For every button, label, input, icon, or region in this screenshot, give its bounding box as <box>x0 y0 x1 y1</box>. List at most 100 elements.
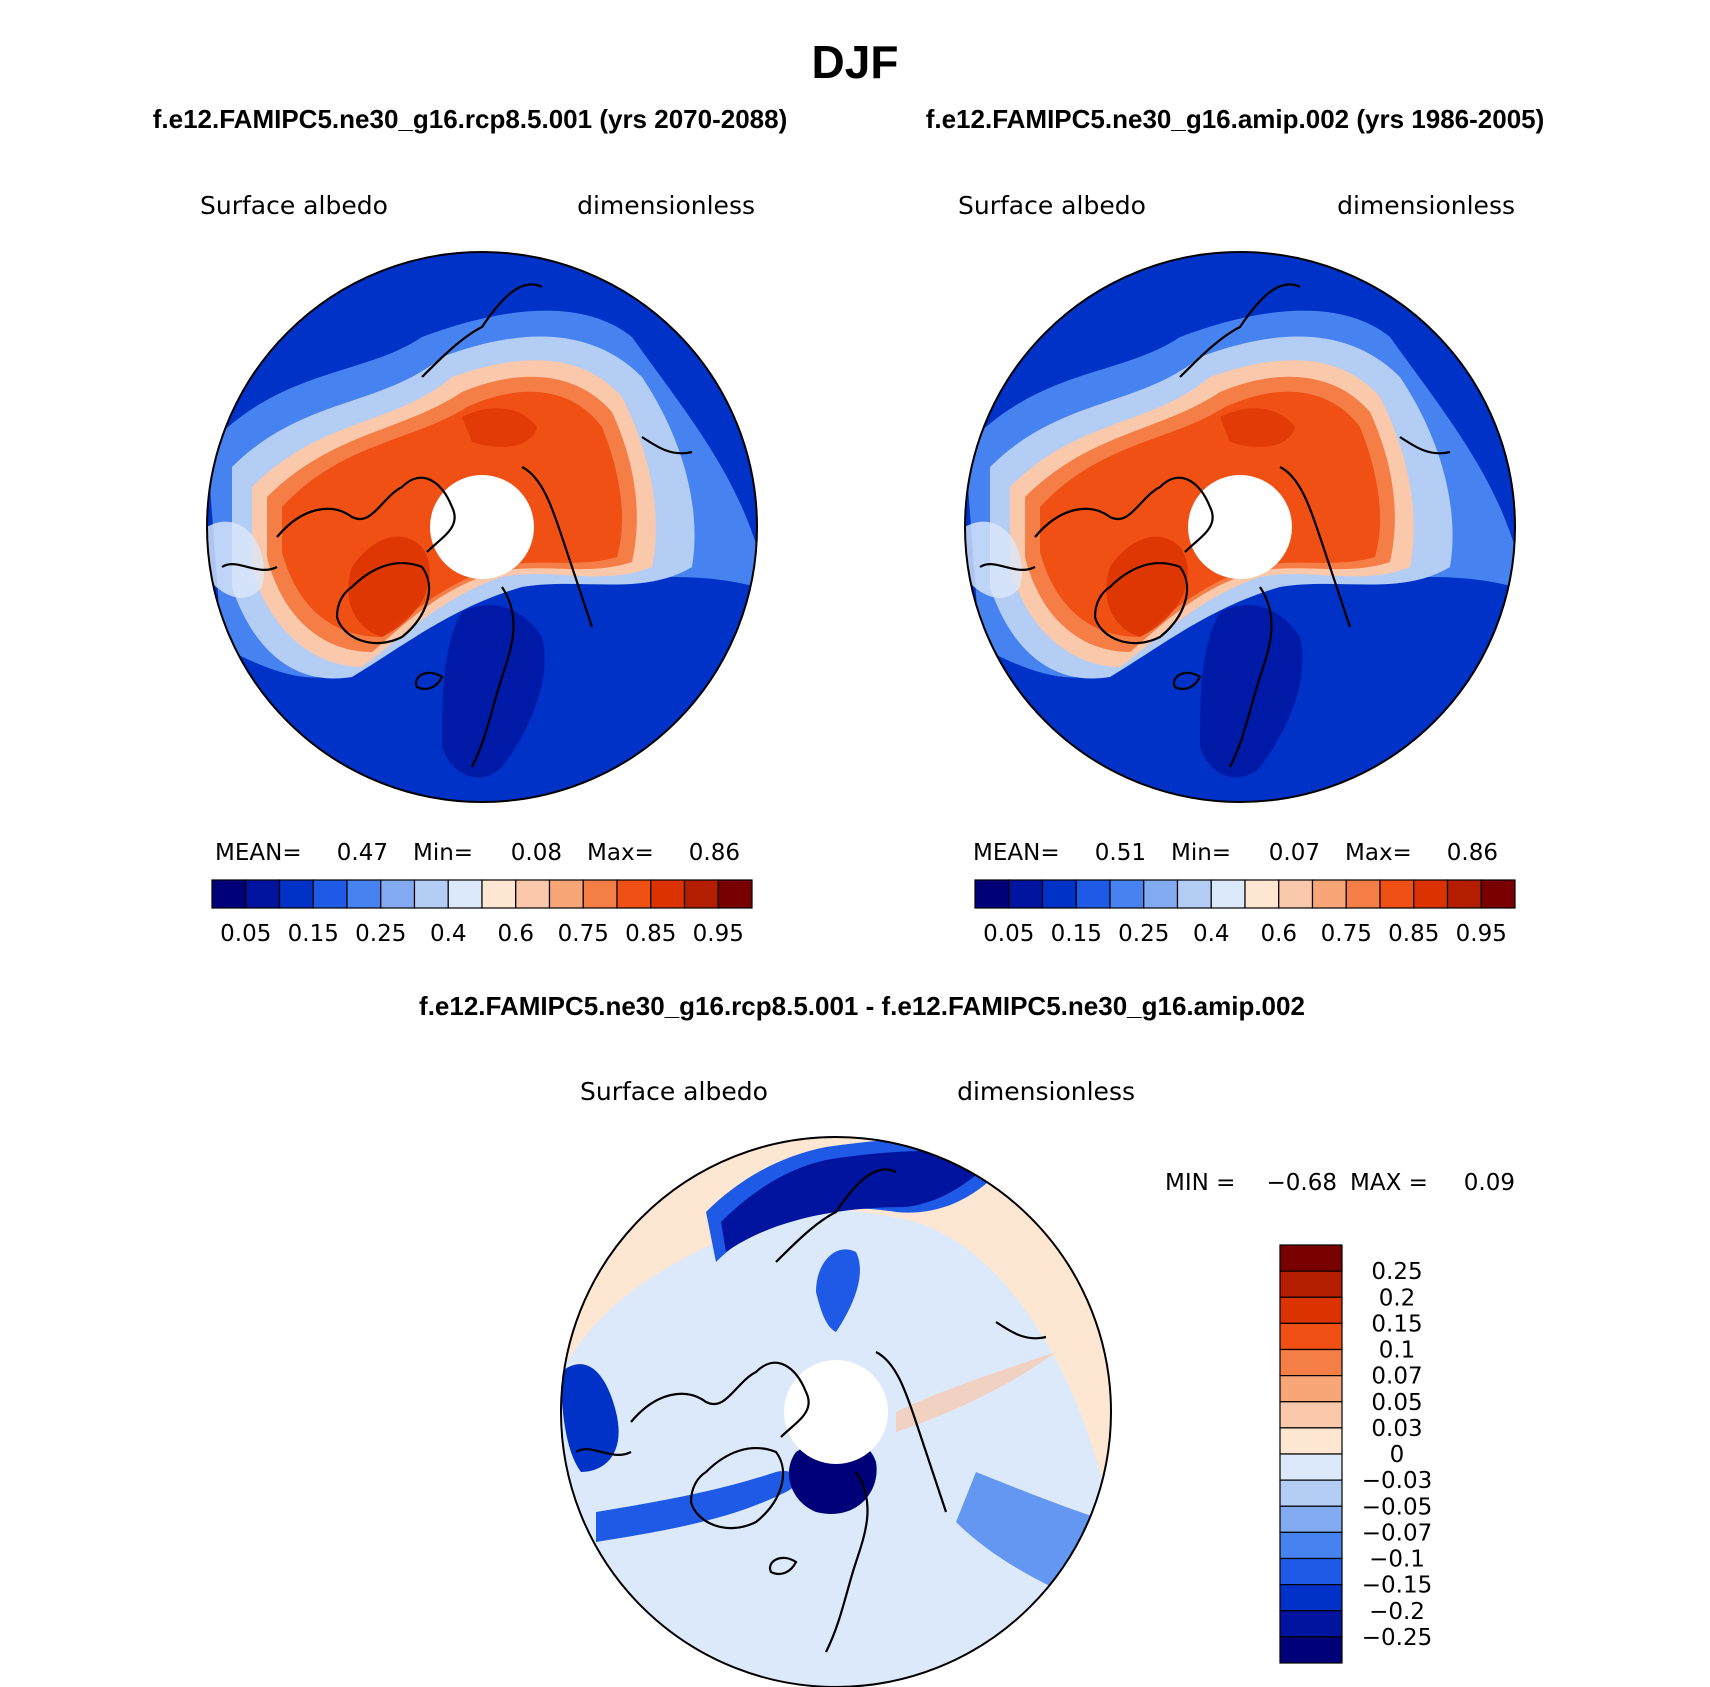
colorbar-box <box>1413 879 1449 909</box>
colorbar-tick-label: 0.25 <box>1118 921 1169 947</box>
colorbar-box <box>1279 1453 1343 1481</box>
colorbar-tick-label: −0.05 <box>1362 1494 1432 1520</box>
polar-map <box>965 252 1515 802</box>
colorbar-box <box>1379 879 1415 909</box>
mean-label: MEAN= <box>973 840 1060 866</box>
colorbar-tick-label: −0.1 <box>1369 1547 1425 1573</box>
colorbar-box <box>1279 1375 1343 1403</box>
colorbar-box <box>1109 879 1145 909</box>
colorbar-box <box>1143 879 1179 909</box>
polar-map <box>207 252 757 802</box>
colorbar-tick-label: 0.6 <box>497 921 534 947</box>
mean-label: MEAN= <box>215 840 302 866</box>
units-label: dimensionless <box>577 191 755 220</box>
main-title: DJF <box>812 36 899 88</box>
colorbar-tick-label: 0.75 <box>558 921 609 947</box>
colorbar-box <box>447 879 483 909</box>
colorbar-tick-label: 0.05 <box>1371 1390 1422 1416</box>
stats-line: MEAN= 0.51 Min= 0.07 Max= 0.86 <box>973 840 1498 866</box>
colorbar-box <box>1279 1348 1343 1377</box>
colorbar-tick-label: 0.03 <box>1371 1416 1422 1442</box>
colorbar-tick-label: 0.2 <box>1379 1285 1416 1311</box>
variable-label: Surface albedo <box>200 191 388 220</box>
colorbar-tick-label: 0.95 <box>693 921 744 947</box>
colorbar-box <box>683 879 719 909</box>
header-difference: f.e12.FAMIPC5.ne30_g16.rcp8.5.001 - f.e1… <box>419 991 1305 1021</box>
mean-value: 0.47 <box>337 840 388 866</box>
colorbar-box <box>616 879 652 909</box>
units-label: dimensionless <box>1337 191 1515 220</box>
panel-difference: Surface albedo dimensionless MIN = −0.68… <box>560 1077 1515 1687</box>
min-label: MIN = <box>1165 1170 1235 1196</box>
max-value: 0.86 <box>689 840 740 866</box>
map-border <box>560 1136 1112 1687</box>
colorbar-box <box>717 879 753 909</box>
panel-top-left: Surface albedo dimensionless MEAN= 0.47 … <box>200 191 758 947</box>
max-label: Max= <box>587 840 654 866</box>
colorbar-tick-label: −0.15 <box>1362 1573 1432 1599</box>
min-value: −0.68 <box>1267 1170 1337 1196</box>
colorbar-tick-label: 0.05 <box>220 921 271 947</box>
colorbar-box <box>346 879 382 909</box>
colorbar-box <box>1345 879 1381 909</box>
colorbar-tick-label: 0.05 <box>983 921 1034 947</box>
header-top-left: f.e12.FAMIPC5.ne30_g16.rcp8.5.001 (yrs 2… <box>153 104 788 134</box>
colorbar-box <box>278 879 314 909</box>
colorbar-tick-label: 0.85 <box>1388 921 1439 947</box>
min-value: 0.08 <box>511 840 562 866</box>
minmax-line: MIN = −0.68 MAX = 0.09 <box>1165 1170 1515 1196</box>
colorbar-box <box>582 879 618 909</box>
min-label: Min= <box>413 840 473 866</box>
polar-map <box>561 1137 1111 1687</box>
max-label: Max= <box>1345 840 1412 866</box>
colorbar-tick-label: −0.03 <box>1362 1468 1432 1494</box>
header-top-right: f.e12.FAMIPC5.ne30_g16.amip.002 (yrs 198… <box>926 104 1545 134</box>
colorbar-tick-label: 0.4 <box>430 921 467 947</box>
variable-label: Surface albedo <box>958 191 1146 220</box>
colorbar-tick-label: 0.1 <box>1379 1338 1416 1364</box>
colorbar-box <box>1279 1636 1343 1664</box>
colorbar-box <box>380 879 416 909</box>
max-value: 0.86 <box>1447 840 1498 866</box>
map-border <box>206 251 758 803</box>
colorbar-tick-label: 0.15 <box>1051 921 1102 947</box>
colorbar-difference: −0.25−0.2−0.15−0.1−0.07−0.05−0.0300.030.… <box>1279 1244 1432 1664</box>
panel-top-right: Surface albedo dimensionless MEAN= 0.51 … <box>958 191 1516 947</box>
min-value: 0.07 <box>1269 840 1320 866</box>
colorbar-tick-label: 0.15 <box>288 921 339 947</box>
colorbar-box <box>312 879 348 909</box>
colorbar-top-right: 0.05 0.15 0.25 0.4 0.6 0.75 0.85 0.95 <box>974 879 1516 947</box>
colorbar-box <box>1075 879 1111 909</box>
colorbar-box <box>1244 879 1280 909</box>
colorbar-box <box>515 879 551 909</box>
colorbar-tick-label: 0.25 <box>1371 1259 1422 1285</box>
colorbar-box <box>1279 1244 1343 1272</box>
colorbar-box <box>1279 1505 1343 1533</box>
colorbar-tick-label: −0.07 <box>1362 1520 1432 1546</box>
colorbar-box <box>1008 879 1044 909</box>
colorbar-box <box>974 879 1010 909</box>
colorbar-box <box>481 879 517 909</box>
map-border <box>964 251 1516 803</box>
colorbar-tick-label: 0.25 <box>355 921 406 947</box>
colorbar-box <box>1041 879 1077 909</box>
colorbar-box <box>1279 1296 1343 1324</box>
colorbar-box <box>1279 1610 1343 1638</box>
colorbar-tick-label: −0.25 <box>1362 1625 1432 1651</box>
colorbar-tick-label: 0.85 <box>625 921 676 947</box>
colorbar-box <box>1279 1401 1343 1429</box>
colorbar-box <box>1210 879 1246 909</box>
variable-label: Surface albedo <box>580 1077 768 1106</box>
colorbar-box <box>1446 879 1482 909</box>
colorbar-box <box>548 879 584 909</box>
colorbar-tick-label: 0.95 <box>1456 921 1507 947</box>
colorbar-tick-label: 0 <box>1390 1442 1405 1468</box>
colorbar-box <box>413 879 449 909</box>
colorbar-box <box>1279 1270 1343 1298</box>
colorbar-box <box>245 879 281 909</box>
colorbar-box <box>211 879 247 909</box>
colorbar-tick-label: 0.6 <box>1260 921 1297 947</box>
max-value: 0.09 <box>1464 1170 1515 1196</box>
colorbar-box <box>650 879 686 909</box>
